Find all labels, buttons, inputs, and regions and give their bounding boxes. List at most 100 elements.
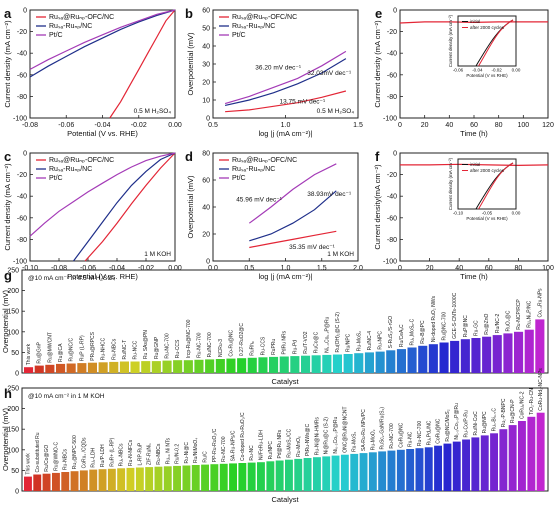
- series-line-d-1: [249, 190, 337, 242]
- y-tick-label-g: 50: [11, 350, 19, 357]
- bar-label-h: This work: [25, 453, 31, 475]
- bar-label-g: Ru-NCP/RCP: [516, 299, 522, 330]
- bar-label-g: Ru/NC-2: [495, 313, 501, 333]
- y-tick-label-h: 100: [7, 447, 19, 454]
- bar-h: [518, 421, 526, 491]
- bar-h: [406, 449, 415, 491]
- bar-label-g: Ru-NBCs: [111, 338, 117, 360]
- bar-g: [130, 361, 140, 373]
- bar-g: [24, 367, 34, 373]
- bar-h: [350, 453, 359, 491]
- bar-label-h: Ru₁-P-BNPC: [501, 398, 507, 427]
- bar-g: [428, 344, 438, 373]
- bar-g: [237, 358, 247, 373]
- bar-h: [163, 466, 172, 491]
- y-axis-label-g: Overpotential (mV): [1, 290, 10, 353]
- y-tick-label-g: 200: [7, 288, 19, 295]
- x-tick-label-d: 0.5: [244, 265, 254, 272]
- y-tick-label-a: -40: [17, 51, 27, 58]
- bar-label-g: Ru-NC-700: [196, 332, 202, 358]
- bar-label-g: Ru-Pd: [292, 340, 298, 354]
- bar-label-g: RuRhₓ: [250, 341, 256, 356]
- bar-label-h: Co-substituted Ru: [35, 432, 41, 472]
- x-tick-label-c: -0.04: [109, 265, 125, 272]
- bar-label-g: 0.27-RuO2@C: [239, 323, 245, 357]
- bar-label-h: RuR+ (L-RP): [109, 437, 115, 466]
- x-tick-label-d: 0.0: [208, 265, 218, 272]
- x-tick-label-e: 80: [495, 122, 503, 129]
- bar-label-g: Ru@ZnO: [484, 313, 490, 334]
- bar-label-h: Ru@CN-P: [510, 399, 516, 423]
- bar-g: [98, 362, 108, 373]
- bar-label-g: Ni₁.₃Co₀.₇P@Ru: [324, 316, 330, 352]
- inset-legend-label-e: initial: [470, 19, 480, 24]
- bar-g: [460, 339, 470, 373]
- bar-h: [266, 461, 275, 491]
- bar-g: [407, 347, 417, 373]
- bar-label-h: Ru-MoS₂/CC: [286, 428, 292, 457]
- bar-h: [368, 452, 377, 491]
- x-tick-label-a: -0.04: [95, 122, 111, 129]
- bar-h: [508, 425, 517, 491]
- bar-label-h: Ru₁-Bi₀.₅C: [492, 408, 498, 432]
- bar-label-h: Ru/NPC: [268, 441, 274, 460]
- electrolyte-note-d: 1 M KOH: [327, 251, 354, 258]
- bar-label-g: Ircp-Ru@NC-700: [186, 319, 192, 358]
- tafel-slope-label-d: 45.96 mV dec⁻¹: [236, 197, 283, 204]
- bar-label-h: Ru-NBCs: [156, 443, 162, 465]
- x-axis-label-c: Potential (V vs. RHE): [67, 272, 138, 281]
- x-tick-label-b: 1.0: [281, 122, 291, 129]
- y-tick-label-e: 0: [393, 8, 397, 15]
- y-tick-label-a: 0: [23, 8, 27, 15]
- panel-label-g: g: [4, 268, 12, 283]
- y-tick-label-e: -80: [387, 94, 397, 101]
- series-line-b-0: [225, 90, 347, 113]
- series-line-a-2: [29, 9, 176, 70]
- bar-label-h: PtRu-NWs@C: [305, 423, 311, 456]
- bar-label-h: Ru-MoS₂: [352, 432, 358, 452]
- bar-h: [396, 449, 405, 491]
- bar-label-g: Ru-CCS: [260, 336, 266, 355]
- bar-h: [499, 429, 508, 491]
- bar-label-h: Ru-Ni@Ni-HMRs: [314, 417, 320, 456]
- series-line-d-0: [249, 230, 337, 249]
- legend-label-b-0: Ruₛₐ@Ruₙₚ-OFC/NC: [232, 14, 297, 21]
- bar-g: [471, 338, 481, 373]
- panel-label-e: e: [375, 6, 382, 21]
- bar-h: [61, 472, 70, 491]
- bar-h: [294, 458, 303, 491]
- legend-label-b-2: Pt/C: [232, 32, 246, 39]
- bar-h: [24, 476, 32, 491]
- bar-h: [191, 465, 200, 491]
- y-tick-label-b: 50: [202, 26, 210, 33]
- y-tick-label-f: 0: [393, 151, 397, 158]
- bar-label-h: Ru/N-0.2: [175, 444, 181, 464]
- y-tick-label-d: 20: [202, 232, 210, 239]
- y-tick-label-b: 10: [202, 98, 210, 105]
- x-tick-label-a: 0.00: [168, 122, 182, 129]
- bar-h: [443, 443, 452, 491]
- bar-h: [331, 455, 340, 491]
- bar-g: [290, 356, 300, 373]
- bar-g: [311, 355, 321, 373]
- bar-g: [87, 362, 97, 373]
- inset-x-tick-f: -0.05: [482, 211, 493, 216]
- bar-label-g: Ru-MoS₂: [356, 331, 362, 351]
- bar-g: [173, 360, 183, 373]
- bar-g: [226, 358, 236, 373]
- bar-label-g: PRu@RPCS: [90, 331, 96, 360]
- bar-label-h: CoRu@NC: [436, 418, 442, 443]
- bar-label-h: Ru@NC/MoS₂: [445, 409, 451, 441]
- bar-h: [182, 465, 191, 491]
- y-tick-label-d: 0: [206, 259, 210, 266]
- y-axis-label-h: Overpotential (mV): [1, 408, 10, 471]
- bar-label-g: GCE-S-CNTs-1000C: [452, 292, 458, 339]
- legend-label-c-0: Ruₛₐ@Ruₙₚ-OFC/NC: [49, 157, 114, 164]
- bar-label-h: Ru-Ni@C: [184, 442, 190, 464]
- inset-x-tick-f: 0.00: [512, 211, 521, 216]
- bar-h: [173, 465, 181, 491]
- series-line-a-1: [29, 9, 176, 78]
- x-tick-label-c: 0.00: [168, 265, 182, 272]
- chart-subtitle-g: @10 mA cm⁻² in 0.5 M H₂SO₄: [28, 275, 115, 282]
- bar-label-g: S-RuS₂/S-rGO: [388, 316, 394, 349]
